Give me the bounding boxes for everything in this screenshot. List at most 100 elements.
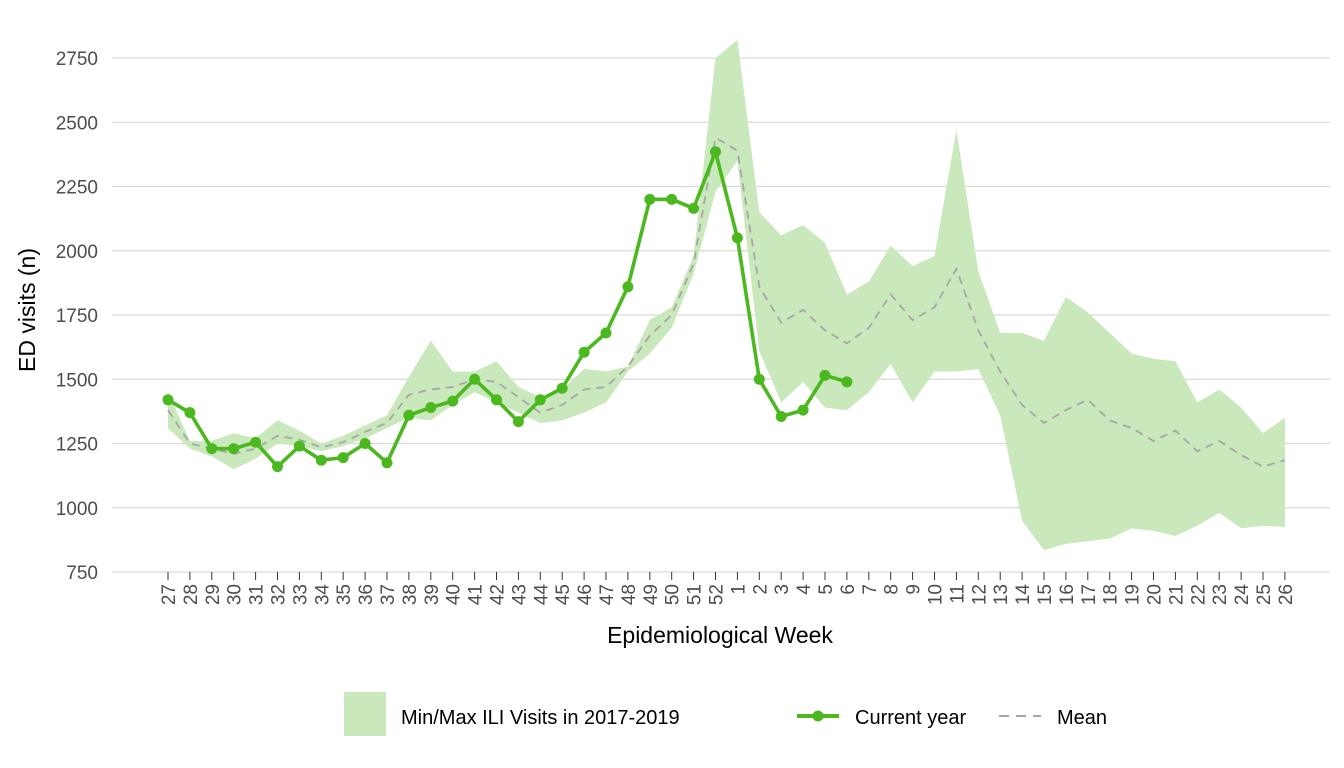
x-tick-label-6: 6 [838, 584, 859, 595]
current-year-point-6 [841, 376, 853, 388]
current-year-layer [162, 146, 853, 473]
x-axis-ticks: 27 28 29 30 31 32 33 34 35 36 37 38 39 40 41 42 43 44 45 46… [159, 572, 1297, 605]
current-year-point-43 [512, 416, 524, 428]
min-max-ribbon [168, 40, 1285, 551]
x-tick-label-31: 31 [247, 584, 268, 605]
y-tick-label-2000: 2000 [56, 242, 98, 263]
x-tick-label-30: 30 [225, 584, 246, 605]
legend-ribbon-key [344, 692, 386, 736]
x-tick-label-3: 3 [772, 584, 793, 595]
x-tick-label-46: 46 [575, 584, 596, 605]
x-tick-label-44: 44 [531, 584, 552, 606]
x-tick-label-22: 22 [1188, 584, 1209, 605]
x-tick-label-34: 34 [312, 584, 333, 606]
mean-line [167, 136, 1286, 468]
x-tick-label-7: 7 [860, 584, 881, 595]
x-tick-label-17: 17 [1079, 584, 1100, 605]
x-tick-label-11: 11 [947, 584, 968, 604]
x-tick-label-15: 15 [1035, 584, 1056, 605]
x-tick-label-24: 24 [1232, 584, 1253, 606]
x-tick-label-38: 38 [400, 584, 421, 605]
y-tick-label-1000: 1000 [56, 499, 98, 520]
min-max-ribbon-layer [168, 40, 1285, 551]
y-tick-label-1250: 1250 [56, 435, 98, 456]
x-tick-label-28: 28 [181, 584, 202, 605]
x-tick-label-12: 12 [969, 584, 990, 605]
x-tick-label-4: 4 [794, 584, 815, 595]
x-axis-title: Epidemiological Week [607, 622, 833, 648]
x-tick-label-9: 9 [904, 584, 925, 595]
x-tick-label-41: 41 [466, 584, 487, 605]
x-tick-label-26: 26 [1276, 584, 1297, 605]
x-tick-label-13: 13 [991, 584, 1012, 605]
x-tick-label-37: 37 [378, 584, 399, 605]
current-year-point-38 [403, 409, 415, 421]
x-tick-label-29: 29 [203, 584, 224, 605]
y-tick-label-1750: 1750 [56, 306, 98, 327]
y-tick-label-1500: 1500 [56, 370, 98, 391]
current-year-point-30 [228, 443, 240, 455]
current-year-point-4 [797, 404, 809, 416]
x-tick-label-42: 42 [488, 584, 509, 605]
x-tick-label-32: 32 [269, 584, 290, 605]
current-year-point-1 [731, 232, 743, 244]
y-axis-title: ED visits (n) [14, 248, 40, 372]
x-tick-label-19: 19 [1123, 584, 1144, 605]
legend: Min/Max ILI Visits in 2017-2019 Current … [344, 692, 1107, 736]
current-year-point-36 [359, 438, 371, 449]
x-tick-label-23: 23 [1210, 584, 1231, 605]
y-tick-label-2500: 2500 [56, 113, 98, 134]
current-year-point-47 [600, 327, 612, 339]
x-tick-label-5: 5 [816, 584, 837, 595]
legend-current-marker [812, 710, 824, 722]
current-year-point-48 [622, 281, 634, 293]
x-tick-label-14: 14 [1013, 584, 1034, 606]
current-year-point-34 [315, 454, 327, 466]
x-tick-label-35: 35 [334, 584, 355, 605]
x-tick-label-51: 51 [685, 584, 706, 605]
current-year-point-31 [250, 436, 262, 448]
current-year-point-35 [337, 452, 349, 464]
x-tick-label-16: 16 [1057, 584, 1078, 605]
x-tick-label-8: 8 [882, 584, 903, 595]
current-year-point-44 [534, 394, 546, 406]
x-tick-label-21: 21 [1166, 584, 1187, 605]
x-tick-label-25: 25 [1254, 584, 1275, 605]
current-year-point-28 [184, 407, 196, 419]
current-year-point-42 [491, 394, 502, 406]
y-tick-label-2250: 2250 [56, 178, 98, 199]
current-year-point-3 [775, 411, 787, 423]
x-tick-label-43: 43 [509, 584, 530, 605]
mean-line-layer [167, 136, 1286, 468]
current-year-point-40 [447, 395, 459, 407]
x-tick-label-2: 2 [750, 584, 771, 595]
current-year-point-52 [710, 146, 721, 158]
current-year-point-2 [753, 373, 765, 385]
legend-current-label: Current year [855, 707, 966, 729]
current-year-point-37 [381, 457, 393, 469]
current-year-point-50 [666, 193, 678, 205]
x-tick-label-27: 27 [159, 584, 180, 605]
x-tick-label-33: 33 [290, 584, 311, 605]
x-tick-label-20: 20 [1145, 584, 1166, 605]
current-year-point-33 [293, 440, 305, 452]
current-year-point-49 [644, 193, 656, 205]
x-tick-label-52: 52 [707, 584, 728, 605]
x-tick-label-49: 49 [641, 584, 662, 605]
legend-ribbon-label: Min/Max ILI Visits in 2017-2019 [401, 707, 680, 729]
current-year-point-45 [556, 382, 568, 394]
y-tick-label-750: 750 [66, 563, 98, 584]
x-tick-label-10: 10 [926, 584, 947, 605]
x-tick-label-36: 36 [356, 584, 377, 605]
x-tick-label-40: 40 [444, 584, 465, 605]
current-year-point-27 [162, 394, 174, 406]
current-year-point-29 [206, 443, 218, 455]
x-tick-label-39: 39 [422, 584, 443, 605]
current-year-point-32 [272, 461, 283, 473]
y-tick-label-2750: 2750 [56, 49, 98, 70]
current-year-point-51 [688, 202, 700, 214]
x-tick-label-50: 50 [663, 584, 684, 605]
x-tick-label-47: 47 [597, 584, 618, 605]
x-tick-label-18: 18 [1101, 584, 1122, 605]
